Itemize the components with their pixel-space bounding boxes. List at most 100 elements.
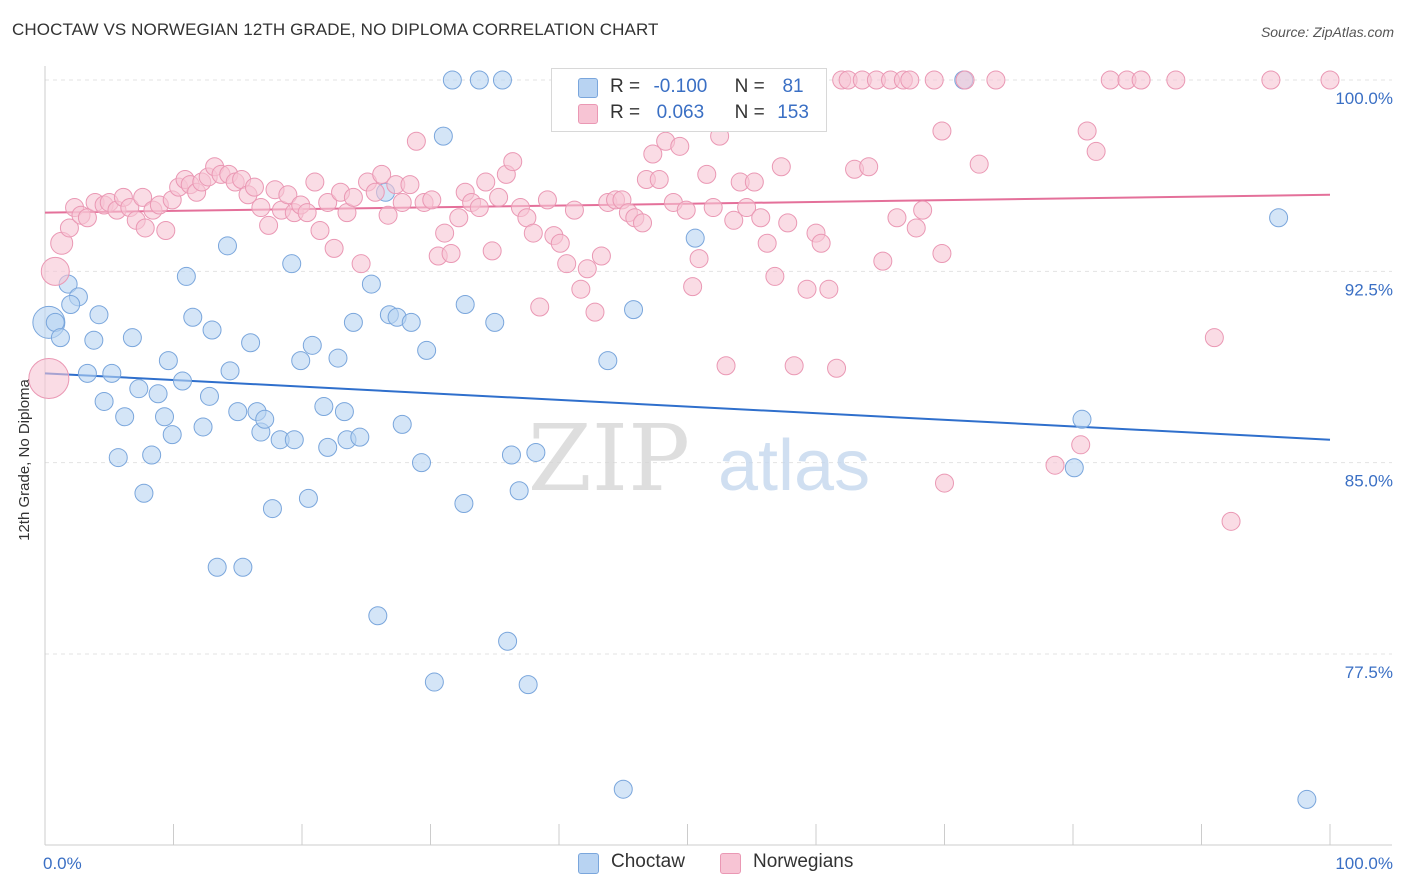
norwegians-point <box>1077 121 1097 141</box>
watermark-zip: ZIP <box>528 405 690 512</box>
norwegians-point <box>28 357 70 399</box>
choctaw-point <box>148 384 168 404</box>
choctaw-point <box>302 335 322 355</box>
norwegians-point <box>1071 435 1091 455</box>
choctaw-swatch <box>578 78 598 98</box>
norwegians-point <box>913 200 933 220</box>
norwegians-point <box>318 192 338 212</box>
norwegians-point <box>737 198 757 218</box>
norwegians-point <box>278 185 298 205</box>
choctaw-point <box>220 361 240 381</box>
data-points <box>28 70 1340 809</box>
norwegians-point <box>683 277 703 297</box>
choctaw-point <box>314 397 334 417</box>
choctaw-point <box>469 70 489 90</box>
norwegians-point <box>703 198 723 218</box>
r-label: R = <box>610 102 641 123</box>
norwegians-point <box>571 279 591 299</box>
norwegians-point <box>324 238 344 258</box>
choctaw-point <box>685 228 705 248</box>
norwegians-point <box>955 70 975 90</box>
norwegians-point <box>422 190 442 210</box>
choctaw-swatch <box>578 853 599 874</box>
norwegians-point <box>537 190 557 210</box>
y-tick-label: 77.5% <box>1345 663 1393 682</box>
choctaw-point <box>233 557 253 577</box>
norwegians-point <box>577 259 597 279</box>
norwegians-point <box>924 70 944 90</box>
norwegians-point <box>476 172 496 192</box>
choctaw-point <box>598 351 618 371</box>
norwegians-point <box>900 70 920 90</box>
choctaw-point <box>77 363 97 383</box>
n-value: 153 <box>777 102 809 123</box>
norwegians-point <box>343 187 363 207</box>
norwegians-point <box>1086 141 1106 161</box>
choctaw-point <box>350 427 370 447</box>
choctaw-point <box>526 442 546 462</box>
norwegians-point <box>564 200 584 220</box>
choctaw-point <box>485 312 505 332</box>
choctaw-point <box>155 407 175 427</box>
norwegians-point <box>244 177 264 197</box>
choctaw-point <box>1269 208 1289 228</box>
choctaw-point <box>115 407 135 427</box>
source-label: Source: ZipAtlas.com <box>1260 24 1394 40</box>
tick-labels: 77.5% 85.0% 92.5% 100.0% 0.0% 100.0% <box>43 89 1393 873</box>
choctaw-point <box>158 351 178 371</box>
r-value: -0.100 <box>653 76 708 97</box>
choctaw-point <box>291 351 311 371</box>
choctaw-trend-line <box>44 372 1331 441</box>
norwegians-point <box>310 221 330 241</box>
choctaw-point <box>134 483 154 503</box>
choctaw-point <box>343 312 363 332</box>
choctaw-point <box>1297 789 1317 809</box>
grid-lines <box>45 79 1392 655</box>
choctaw-point <box>108 448 128 468</box>
choctaw-point <box>183 307 203 327</box>
norwegians-point <box>1261 70 1281 90</box>
choctaw-point <box>401 312 421 332</box>
norwegians-point <box>351 254 371 274</box>
y-tick-label: 85.0% <box>1345 472 1393 491</box>
choctaw-label: Choctaw <box>611 851 685 872</box>
choctaw-point <box>162 425 182 445</box>
norwegians-point <box>435 223 455 243</box>
choctaw-point <box>50 328 70 348</box>
norwegians-point <box>935 473 954 493</box>
choctaw-point <box>217 236 237 256</box>
choctaw-point <box>284 430 304 450</box>
choctaw-point <box>61 294 81 314</box>
choctaw-point <box>454 493 474 513</box>
norwegians-point <box>469 198 489 218</box>
choctaw-point <box>102 363 122 383</box>
choctaw-point <box>417 340 437 360</box>
choctaw-point <box>228 402 248 422</box>
norwegians-point <box>1166 70 1186 90</box>
choctaw-point <box>1072 409 1092 429</box>
norwegians-point <box>557 254 577 274</box>
norwegians-point <box>297 203 317 223</box>
n-value: 81 <box>782 76 804 97</box>
choctaw-point <box>241 333 261 353</box>
norwegians-point <box>689 249 709 269</box>
r-label: R = <box>610 76 641 97</box>
norwegians-point <box>365 182 385 202</box>
watermark: ZIP atlas <box>528 405 870 512</box>
norwegians-point <box>550 233 570 253</box>
choctaw-point <box>498 631 518 651</box>
norwegians-point <box>489 187 509 207</box>
choctaw-point <box>202 320 222 340</box>
norwegians-point <box>1320 70 1340 90</box>
norwegians-point <box>259 215 279 235</box>
choctaw-point <box>129 379 149 399</box>
x-tick-label: 0.0% <box>43 854 82 873</box>
norwegians-point <box>77 208 97 228</box>
choctaw-point <box>262 499 282 519</box>
norwegians-point <box>932 243 952 263</box>
norwegians-point <box>156 221 176 241</box>
stats-legend: R = -0.100 N = 81 R = 0.063 N = 153 <box>551 68 827 132</box>
choctaw-point <box>442 70 462 90</box>
norwegians-point <box>406 131 426 151</box>
